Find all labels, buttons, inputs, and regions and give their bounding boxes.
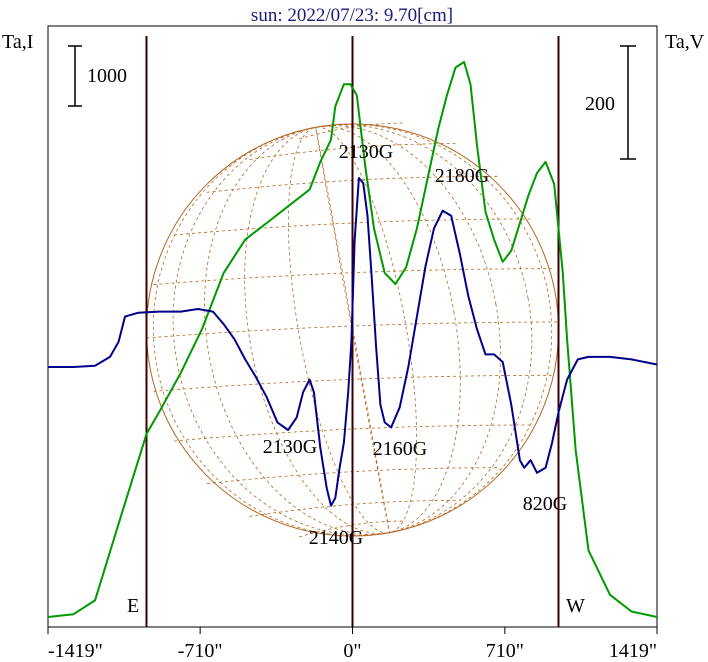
longitude-line: [244, 126, 390, 534]
series-line-I: [47, 61, 658, 618]
x-tick-label: 1419": [609, 640, 657, 662]
longitude-line: [315, 124, 533, 535]
right-axis-label: Ta,V: [665, 31, 705, 53]
east-label: E: [127, 595, 139, 617]
field-annotation: 2130G: [263, 436, 317, 458]
series-line-V: [48, 177, 658, 507]
x-tick-label: 710": [486, 640, 524, 662]
field-annotation: 2130G: [339, 141, 393, 163]
field-annotation: 2140G: [309, 527, 363, 549]
left-scale-bar: [68, 45, 82, 107]
x-axis-ticks: -1419" -710" 0" 710" 1419": [47, 627, 658, 662]
field-annotation: 2160G: [373, 438, 427, 460]
longitude-line: [315, 123, 553, 535]
x-tick-label: -1419": [48, 640, 103, 662]
longitude-line: [315, 126, 461, 534]
west-label: W: [566, 595, 585, 617]
left-axis-label: Ta,I: [2, 31, 33, 53]
annotations: 2130G 2180G 2130G 2160G 2140G 820G: [263, 141, 567, 549]
curves: [47, 61, 658, 618]
x-tick-label: -710": [178, 640, 223, 662]
longitude-line: [315, 126, 418, 534]
field-annotation: 820G: [523, 493, 567, 515]
field-annotation: 2180G: [435, 165, 489, 187]
right-scale-label: 200: [585, 93, 615, 115]
right-scale-bar: [620, 45, 636, 160]
x-tick-label: 0": [343, 640, 361, 662]
left-scale-label: 1000: [87, 65, 127, 87]
chart-title: sun: 2022/07/23: 9.70[cm]: [251, 5, 453, 26]
